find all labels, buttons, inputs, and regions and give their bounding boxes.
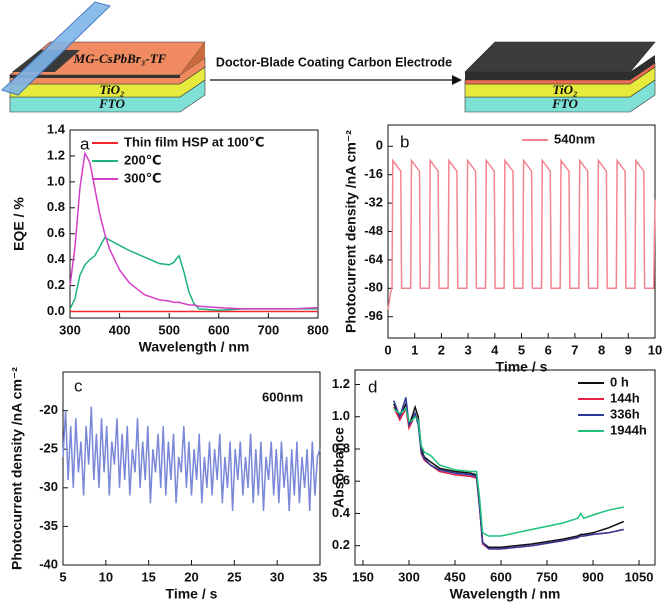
data-line — [69, 236, 318, 311]
x-tick-label: 15 — [141, 569, 155, 584]
data-line — [393, 406, 624, 550]
x-tick-label: 2 — [438, 342, 445, 357]
x-tick-label: 600 — [490, 569, 512, 584]
y-axis-label: EQE / % — [11, 197, 27, 251]
data-line — [393, 407, 624, 537]
legend-label: 600nm — [262, 389, 303, 404]
film-label: MG-CsPbBr₃-TF — [73, 51, 167, 66]
device-before: MG-CsPbBr₃-TF TiO₂ FTO — [1, 1, 206, 113]
x-axis-label: Wavelength / nm — [450, 586, 561, 602]
plot-frame — [69, 129, 319, 319]
panel-label: b — [400, 132, 409, 151]
y-tick-label: 1.0 — [332, 408, 350, 423]
x-tick-label: 1 — [411, 342, 418, 357]
y-tick-label: -20 — [39, 402, 58, 417]
y-tick-label: -64 — [364, 251, 384, 266]
fto-label: FTO — [551, 96, 578, 111]
tio2-label: TiO₂ — [100, 82, 125, 97]
arrow-head — [452, 75, 462, 85]
y-axis-label: Absorbance — [331, 427, 347, 508]
x-tick-label: 30 — [270, 569, 284, 584]
y-tick-label: -35 — [39, 518, 58, 533]
device-after: TiO₂ FTO — [464, 41, 656, 113]
y-tick-label: 0.4 — [47, 251, 66, 266]
x-tick-label: 5 — [518, 342, 525, 357]
y-tick-label: 0.0 — [47, 303, 65, 318]
data-line — [69, 150, 319, 310]
x-tick-label: 400 — [109, 322, 131, 337]
y-axis-label: Photocurrent density /nA cm⁻² — [9, 367, 25, 570]
legend-label: 540nm — [554, 131, 595, 146]
x-tick-label: 5 — [59, 569, 66, 584]
tio2-label: TiO₂ — [553, 82, 578, 97]
plot-frame — [354, 369, 656, 566]
x-tick-label: 4 — [491, 342, 499, 357]
y-tick-label: 0.8 — [332, 440, 350, 455]
y-tick-label: -96 — [364, 308, 383, 323]
x-tick-label: 300 — [59, 322, 81, 337]
y-tick-label: 1.2 — [47, 147, 65, 162]
panel-label: a — [80, 134, 90, 153]
y-tick-label: -80 — [364, 280, 383, 295]
y-tick-label: -25 — [39, 441, 58, 456]
y-axis-label: Photocurrent density /nA cm⁻² — [343, 130, 359, 333]
x-tick-label: 800 — [307, 322, 329, 337]
x-tick-label: 700 — [258, 322, 280, 337]
x-tick-label: 25 — [227, 569, 241, 584]
legend-label: 300℃ — [124, 170, 161, 185]
y-tick-label: 0.4 — [332, 505, 351, 520]
x-tick-label: 300 — [398, 569, 420, 584]
y-tick-label: 1.0 — [47, 173, 65, 188]
x-tick-label: 150 — [352, 569, 374, 584]
x-tick-label: 900 — [582, 569, 604, 584]
x-tick-label: 750 — [536, 569, 558, 584]
x-tick-label: 10 — [99, 569, 113, 584]
x-tick-label: 20 — [184, 569, 198, 584]
data-line — [62, 406, 321, 512]
arrow-label: Doctor-Blade Coating Carbon Electrode — [216, 55, 452, 69]
x-tick-label: 7 — [571, 342, 578, 357]
x-tick-label: 1050 — [625, 569, 654, 584]
x-tick-label: 500 — [158, 322, 180, 337]
legend-label: 144h — [610, 390, 640, 405]
panel-label: d — [368, 377, 377, 396]
x-tick-label: 0 — [384, 342, 391, 357]
legend-label: 200℃ — [124, 152, 161, 167]
legend-label: Thin film HSP at 100℃ — [124, 134, 264, 149]
y-tick-label: 0 — [376, 138, 383, 153]
y-tick-label: -40 — [39, 556, 58, 571]
x-tick-label: 450 — [444, 569, 466, 584]
x-tick-label: 3 — [464, 342, 471, 357]
fto-label: FTO — [98, 96, 125, 111]
x-tick-label: 8 — [598, 342, 605, 357]
y-tick-label: -30 — [39, 479, 58, 494]
y-tick-label: 0.2 — [332, 537, 350, 552]
x-axis-label: Time / s — [166, 586, 218, 602]
data-line — [392, 397, 624, 550]
x-tick-label: 600 — [208, 322, 230, 337]
y-tick-label: 0.6 — [332, 473, 350, 488]
data-line — [393, 401, 624, 549]
legend-label: 1944h — [610, 422, 647, 437]
legend-label: 0 h — [610, 374, 629, 389]
y-tick-label: 0.8 — [47, 199, 65, 214]
x-tick-label: 6 — [545, 342, 552, 357]
panel-label: c — [74, 376, 83, 395]
y-tick-label: 1.4 — [47, 121, 66, 136]
x-tick-label: 10 — [648, 342, 662, 357]
y-tick-label: -32 — [364, 195, 383, 210]
y-tick-label: 1.2 — [332, 376, 350, 391]
plot-frame — [387, 124, 656, 339]
y-tick-label: 0.2 — [47, 277, 65, 292]
y-tick-label: -16 — [364, 166, 383, 181]
x-tick-label: 9 — [625, 342, 632, 357]
x-axis-label: Wavelength / nm — [139, 339, 250, 355]
y-tick-label: 0.6 — [47, 225, 65, 240]
x-tick-label: 35 — [313, 569, 327, 584]
y-tick-label: -48 — [364, 223, 383, 238]
x-axis-label: Time / s — [496, 359, 548, 375]
data-line — [387, 158, 656, 310]
legend-label: 336h — [610, 406, 640, 421]
